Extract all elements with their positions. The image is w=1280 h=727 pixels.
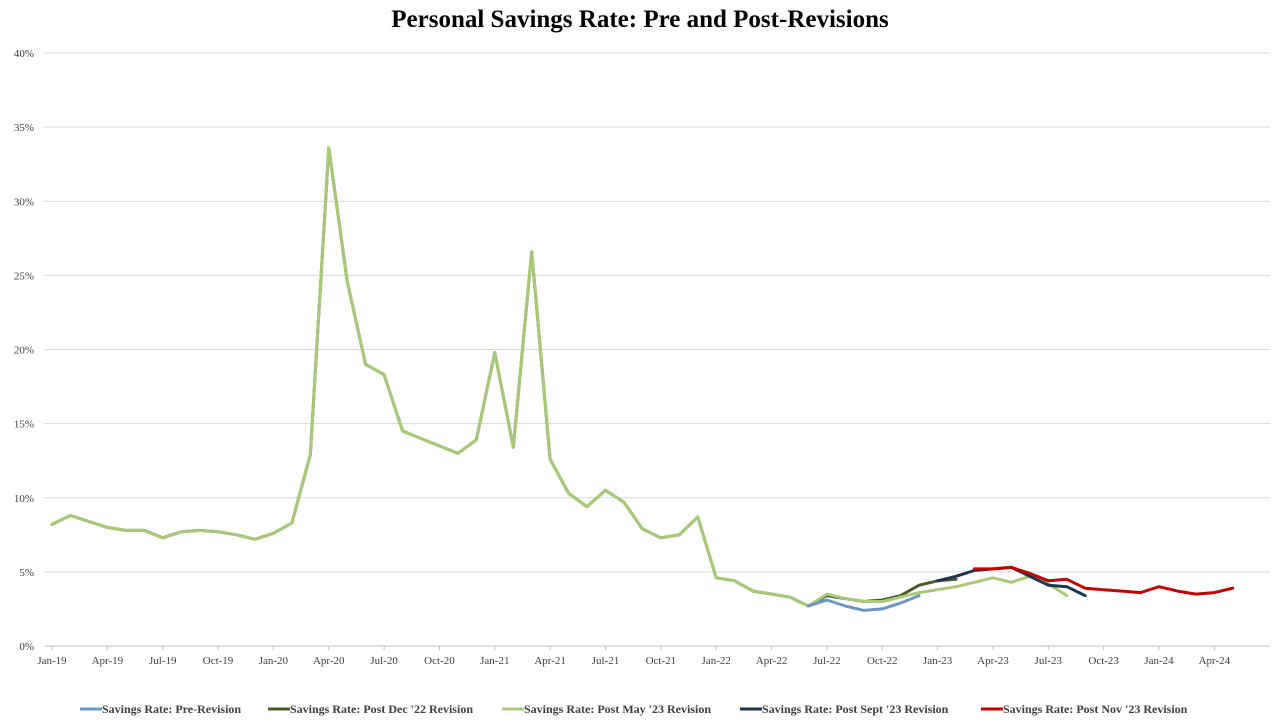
gridlines xyxy=(44,52,1270,647)
series-line-savings-rate-post-nov-23-revision xyxy=(973,565,1235,596)
series-lines xyxy=(50,146,1235,612)
y-tick-label: 20% xyxy=(14,345,34,357)
legend-item: Savings Rate: Post May '23 Revision xyxy=(502,702,711,716)
x-tick-label: Apr-19 xyxy=(92,655,124,667)
x-tick-label: Jul-19 xyxy=(149,655,177,667)
x-tick-label: Jul-22 xyxy=(813,655,841,667)
legend-item: Savings Rate: Post Nov '23 Revision xyxy=(981,702,1188,716)
legend-label: Savings Rate: Post Nov '23 Revision xyxy=(1003,702,1188,716)
x-tick-label: Oct-23 xyxy=(1088,655,1119,667)
x-tick-label: Jan-23 xyxy=(923,655,953,667)
y-tick-label: 40% xyxy=(14,48,34,60)
x-tick-label: Jan-22 xyxy=(702,655,731,667)
x-tick-label: Apr-22 xyxy=(756,655,788,667)
legend: Savings Rate: Pre-Revision Savings Rate: … xyxy=(80,702,1188,716)
legend-item: Savings Rate: Post Dec '22 Revision xyxy=(268,702,473,716)
x-tick-label: Oct-22 xyxy=(867,655,898,667)
series-line-savings-rate-pre-revision xyxy=(806,594,921,612)
legend-label: Savings Rate: Post Dec '22 Revision xyxy=(290,702,473,716)
x-tick-label: Apr-24 xyxy=(1199,655,1231,667)
x-tick-label: Oct-19 xyxy=(203,655,234,667)
legend-item: Savings Rate: Pre-Revision xyxy=(80,702,241,716)
y-axis-ticks: 0% 5% 10% 15% 20% 25% 30% 35% 40% xyxy=(14,48,34,653)
y-tick-label: 10% xyxy=(14,493,34,505)
legend-label: Savings Rate: Post May '23 Revision xyxy=(524,702,711,716)
x-tick-label: Jul-20 xyxy=(370,655,398,667)
legend-item: Savings Rate: Post Sept '23 Revision xyxy=(740,702,949,716)
x-tick-label: Apr-21 xyxy=(534,655,566,667)
chart-title: Personal Savings Rate: Pre and Post-Revi… xyxy=(391,6,889,33)
x-axis: Jan-19 Apr-19 Jul-19 Oct-19 Jan-20 Apr-20 Jul-… xyxy=(37,646,1231,667)
x-tick-label: Jan-20 xyxy=(259,655,289,667)
y-tick-label: 15% xyxy=(14,419,34,431)
x-tick-label: Oct-20 xyxy=(424,655,455,667)
series-line-savings-rate-post-may-23-revision xyxy=(50,146,1069,608)
y-tick-label: 25% xyxy=(14,270,34,282)
legend-label: Savings Rate: Pre-Revision xyxy=(102,702,241,716)
x-tick-label: Apr-23 xyxy=(977,655,1009,667)
x-tick-label: Jul-21 xyxy=(592,655,620,667)
legend-label: Savings Rate: Post Sept '23 Revision xyxy=(762,702,949,716)
y-tick-label: 35% xyxy=(14,122,34,134)
y-tick-label: 30% xyxy=(14,196,34,208)
x-tick-label: Jan-21 xyxy=(480,655,509,667)
x-tick-label: Jan-24 xyxy=(1144,655,1174,667)
x-tick-label: Apr-20 xyxy=(313,655,345,667)
x-tick-label: Oct-21 xyxy=(646,655,677,667)
x-tick-label: Jul-23 xyxy=(1035,655,1063,667)
y-tick-label: 0% xyxy=(19,641,34,653)
y-tick-label: 5% xyxy=(19,567,34,579)
x-tick-label: Jan-19 xyxy=(37,655,67,667)
series-line-savings-rate-post-dec-22-revision xyxy=(50,146,958,608)
